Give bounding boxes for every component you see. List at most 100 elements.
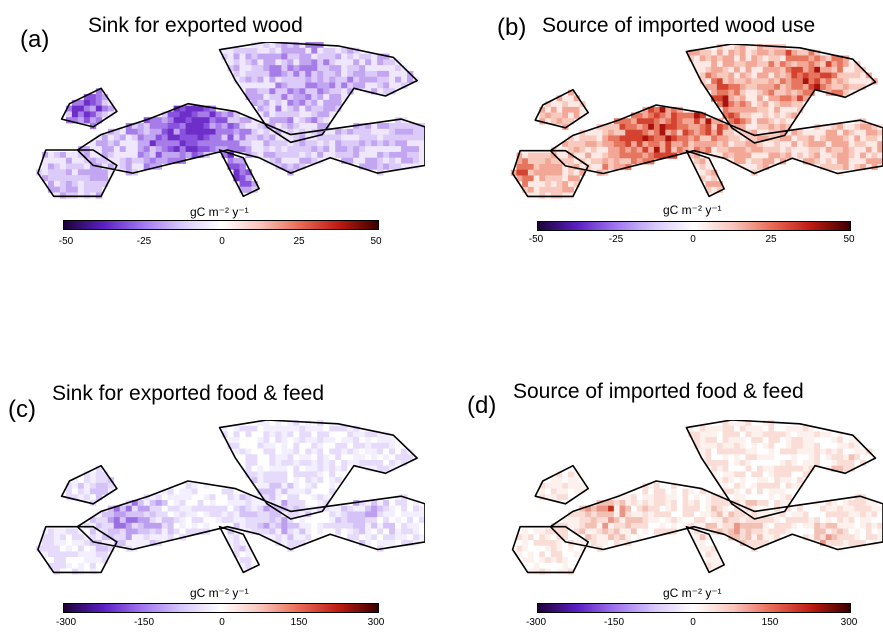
grid-cell bbox=[711, 186, 718, 193]
grid-cell bbox=[35, 545, 43, 552]
grid-cell bbox=[556, 152, 563, 159]
grid-cell bbox=[191, 151, 198, 159]
grid-cell bbox=[631, 528, 638, 535]
colorbar-unit: gC m⁻² y⁻¹ bbox=[663, 586, 722, 600]
grid-cell bbox=[287, 123, 294, 130]
grid-cell bbox=[797, 78, 804, 85]
grid-cell bbox=[407, 511, 414, 518]
grid-cell bbox=[185, 105, 192, 112]
grid-cell bbox=[299, 465, 306, 472]
grid-cell bbox=[631, 118, 638, 125]
grid-cell bbox=[197, 105, 204, 112]
grid-cell bbox=[791, 477, 798, 484]
grid-cell bbox=[395, 454, 402, 461]
grid-cell bbox=[365, 59, 372, 66]
grid-cell bbox=[774, 141, 781, 148]
grid-cell bbox=[233, 442, 240, 449]
grid-cell bbox=[335, 425, 342, 432]
grid-cell bbox=[837, 78, 844, 85]
grid-cell bbox=[257, 477, 264, 484]
grid-cell bbox=[269, 94, 276, 101]
grid-cell bbox=[323, 53, 330, 60]
grid-cell bbox=[77, 169, 85, 176]
grid-cell bbox=[275, 477, 282, 484]
grid-cell bbox=[573, 101, 580, 108]
grid-cell bbox=[251, 471, 258, 478]
grid-cell bbox=[871, 129, 878, 136]
grid-cell bbox=[77, 111, 85, 118]
grid-cell bbox=[757, 454, 764, 461]
grid-cell bbox=[275, 146, 282, 153]
grid-cell bbox=[665, 505, 672, 512]
grid-cell bbox=[865, 152, 872, 159]
grid-cell bbox=[860, 146, 867, 153]
grid-cell bbox=[341, 460, 348, 467]
grid-cell bbox=[173, 123, 181, 130]
grid-cell bbox=[791, 437, 798, 444]
grid-cell bbox=[101, 488, 109, 495]
grid-cell bbox=[699, 437, 706, 444]
grid-cell bbox=[251, 65, 258, 72]
grid-cell bbox=[602, 146, 609, 153]
grid-cell bbox=[688, 124, 695, 131]
grid-cell bbox=[705, 511, 712, 518]
grid-cell bbox=[83, 482, 91, 489]
grid-cell bbox=[413, 534, 420, 541]
grid-cell bbox=[287, 47, 294, 54]
grid-cell bbox=[311, 471, 318, 478]
grid-cell bbox=[854, 141, 861, 148]
grid-cell bbox=[371, 517, 378, 524]
grid-cell bbox=[516, 534, 523, 541]
grid-cell bbox=[665, 124, 672, 131]
grid-cell bbox=[317, 437, 324, 444]
grid-cell bbox=[625, 522, 632, 529]
grid-cell bbox=[149, 534, 157, 541]
grid-cell bbox=[239, 437, 246, 444]
grid-cell bbox=[722, 465, 729, 472]
grid-cell bbox=[233, 123, 240, 130]
grid-cell bbox=[762, 152, 769, 159]
grid-cell bbox=[59, 551, 67, 558]
grid-cell bbox=[825, 522, 832, 529]
grid-cell bbox=[745, 420, 752, 427]
grid-cell bbox=[579, 482, 586, 489]
grid-cell bbox=[401, 460, 408, 467]
grid-cell bbox=[556, 164, 563, 171]
grid-cell bbox=[527, 528, 535, 535]
grid-cell bbox=[774, 442, 781, 449]
grid-cell bbox=[722, 61, 729, 68]
grid-cell bbox=[779, 101, 787, 108]
grid-cell bbox=[41, 551, 49, 558]
grid-cell bbox=[802, 152, 809, 159]
grid-cell bbox=[47, 545, 55, 552]
grid-cell bbox=[83, 557, 91, 564]
grid-cell bbox=[762, 49, 769, 56]
grid-cell bbox=[779, 488, 787, 495]
grid-cell bbox=[682, 517, 689, 524]
grid-cell bbox=[371, 128, 378, 135]
grid-cell bbox=[716, 477, 724, 484]
grid-cell bbox=[871, 141, 878, 148]
grid-cell bbox=[779, 471, 787, 478]
grid-cell bbox=[257, 454, 264, 461]
grid-cell bbox=[573, 511, 580, 518]
grid-cell bbox=[83, 494, 91, 501]
grid-cell bbox=[877, 534, 883, 541]
grid-cell bbox=[625, 505, 632, 512]
grid-cell bbox=[365, 505, 372, 512]
grid-cell bbox=[77, 488, 85, 495]
grid-cell bbox=[245, 448, 252, 455]
grid-cell bbox=[251, 53, 258, 60]
grid-cell bbox=[77, 117, 85, 124]
grid-cell bbox=[299, 65, 306, 72]
grid-cell bbox=[751, 442, 758, 449]
grid-cell bbox=[227, 146, 234, 153]
grid-cell bbox=[653, 106, 661, 113]
grid-cell bbox=[299, 494, 306, 501]
grid-cell bbox=[653, 488, 661, 495]
grid-cell bbox=[831, 528, 838, 535]
grid-cell bbox=[739, 78, 746, 85]
grid-cell bbox=[305, 460, 312, 467]
grid-cell bbox=[785, 101, 792, 108]
grid-cell bbox=[550, 534, 557, 541]
